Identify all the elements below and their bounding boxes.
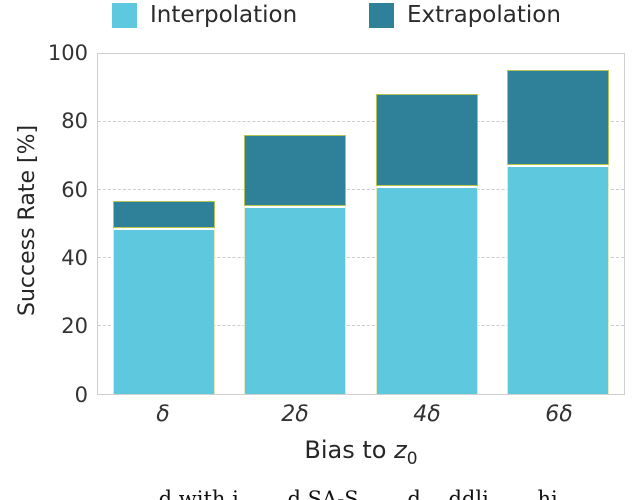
bar-2delta-interpolation-segment — [244, 205, 347, 394]
gridline-40 — [98, 257, 624, 258]
y-tick-80: 80 — [61, 109, 88, 133]
caption-fragment: … …d with i… …d SA-S… …d …ddli… …hi… — [110, 487, 579, 500]
y-tick-40: 40 — [61, 246, 88, 270]
y-tick-60: 60 — [61, 178, 88, 202]
legend-item-extrapolation: Extrapolation — [369, 2, 561, 29]
legend-label-interpolation: Interpolation — [150, 2, 298, 28]
y-axis-label: Success Rate [%] — [15, 124, 40, 316]
gridline-20 — [98, 325, 624, 326]
bar-4delta-interpolation-segment — [375, 185, 478, 394]
bar-4delta — [375, 94, 478, 394]
bar-2delta — [244, 134, 347, 394]
legend-item-interpolation: Interpolation — [112, 2, 297, 29]
interpolation-swatch-icon — [112, 3, 137, 28]
y-tick-0: 0 — [74, 383, 88, 407]
legend-label-extrapolation: Extrapolation — [407, 2, 561, 28]
bar-delta-interpolation-segment — [112, 227, 215, 394]
gridline-60 — [98, 189, 624, 190]
x-axis-label: Bias to z0 — [97, 436, 625, 469]
y-tick-20: 20 — [61, 314, 88, 338]
extrapolation-swatch-icon — [369, 3, 394, 28]
y-tick-100: 100 — [47, 41, 88, 65]
x-axis-label-subscript: 0 — [406, 448, 418, 469]
gridline-80 — [98, 121, 624, 122]
bar-6delta — [507, 70, 610, 394]
bar-delta — [112, 200, 215, 394]
plot-area — [97, 53, 625, 395]
bar-6delta-interpolation-segment — [507, 165, 610, 394]
bar-delta-extrapolation-segment — [112, 200, 215, 228]
bar-4delta-extrapolation-segment — [375, 94, 478, 186]
x-axis-label-variable: z — [394, 436, 407, 464]
x-tick-2delta: 2δ — [281, 402, 309, 427]
x-tick-delta: δ — [156, 402, 170, 427]
x-tick-4delta: 4δ — [413, 402, 441, 427]
bar-6delta-extrapolation-segment — [507, 70, 610, 166]
bar-2delta-extrapolation-segment — [244, 134, 347, 206]
x-tick-6delta: 6δ — [545, 402, 573, 427]
x-axis-label-prefix: Bias to — [304, 436, 395, 464]
chart-legend: Interpolation Extrapolation — [0, 1, 640, 31]
